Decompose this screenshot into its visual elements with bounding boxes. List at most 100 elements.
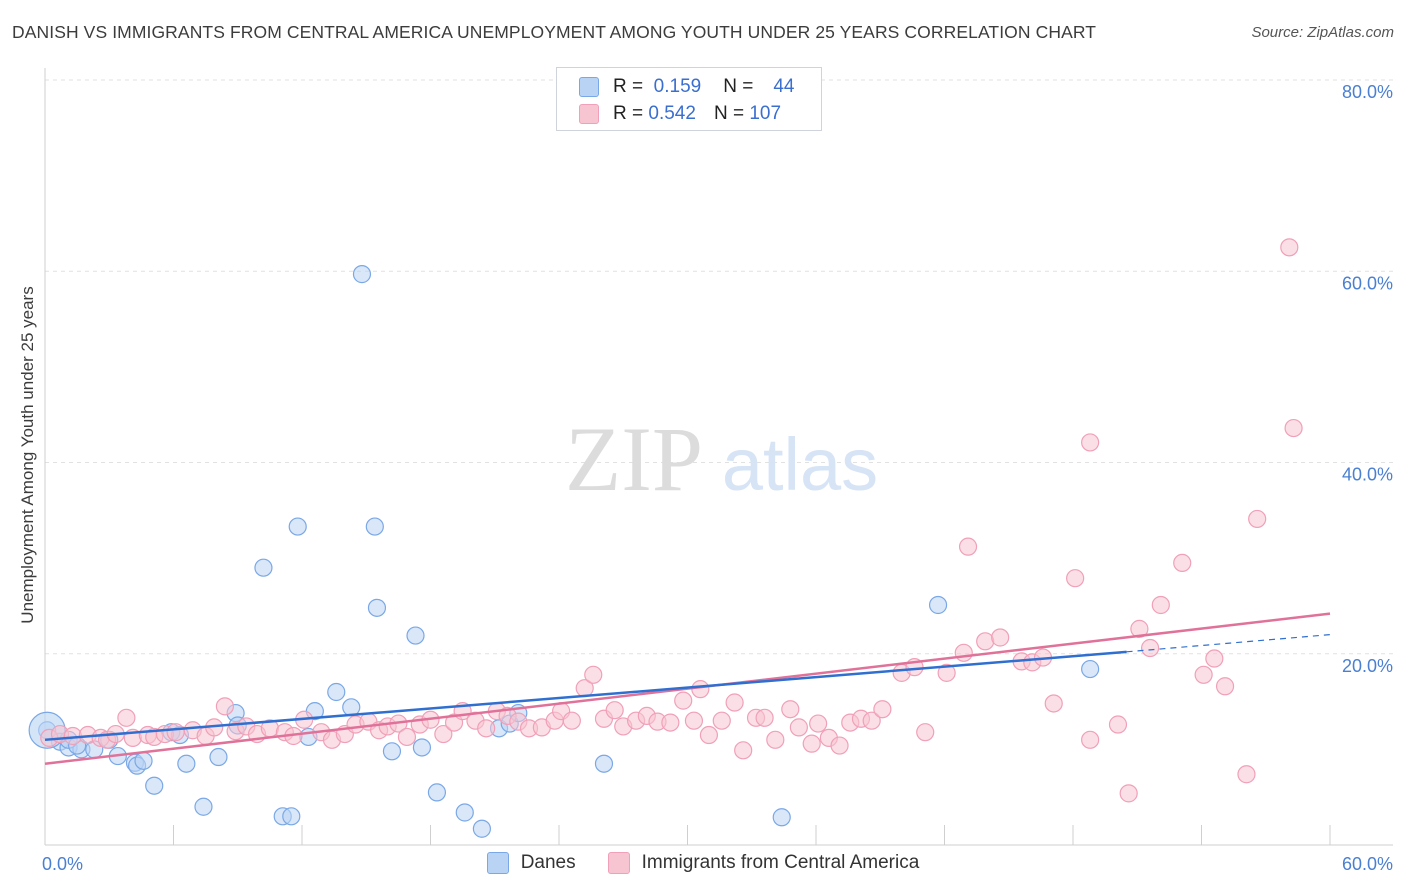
legend-r-value: 0.159 xyxy=(653,76,702,97)
data-point xyxy=(434,724,453,744)
data-point xyxy=(288,517,307,536)
data-point xyxy=(674,691,693,710)
data-point xyxy=(367,598,387,617)
data-point xyxy=(958,537,978,556)
data-point xyxy=(1044,694,1063,713)
data-point xyxy=(406,626,425,645)
trend-line-danes-extension xyxy=(1126,634,1331,653)
bottom-legend-label: Danes xyxy=(520,852,576,873)
data-point xyxy=(1081,433,1100,452)
data-point xyxy=(352,265,372,284)
data-point xyxy=(382,742,402,761)
watermark: ZIP atlas xyxy=(565,408,878,510)
data-point xyxy=(209,747,228,767)
legend-box: R = 0.159 N = 44 R = 0.542 N = 107 xyxy=(556,67,822,131)
watermark-atlas: atlas xyxy=(722,423,878,506)
trend-lines xyxy=(44,612,1331,765)
grid-lines xyxy=(45,79,1393,655)
data-point xyxy=(691,680,710,699)
data-point xyxy=(1248,509,1267,529)
data-point xyxy=(1173,553,1192,573)
data-point xyxy=(830,736,849,755)
data-point xyxy=(928,595,948,615)
data-point xyxy=(584,665,603,684)
data-point xyxy=(412,738,432,757)
x-tick-label: 0.0% xyxy=(42,854,83,874)
data-point xyxy=(1194,665,1213,684)
data-point xyxy=(472,819,491,838)
data-point xyxy=(1081,659,1100,679)
data-point xyxy=(1237,765,1256,784)
legend-n-label: N = xyxy=(713,103,745,124)
y-tick-label: 80.0% xyxy=(1342,82,1393,102)
data-point xyxy=(802,734,821,753)
data-point xyxy=(991,628,1010,647)
data-point xyxy=(177,754,196,773)
data-point xyxy=(1130,619,1149,638)
data-point xyxy=(755,708,774,727)
legend-row-danes: R = 0.159 N = 44 xyxy=(579,75,804,99)
chart-title: DANISH VS IMMIGRANTS FROM CENTRAL AMERIC… xyxy=(12,22,1097,42)
series-danes xyxy=(28,265,1100,838)
data-point xyxy=(1280,238,1299,257)
data-point xyxy=(1151,595,1170,615)
data-point xyxy=(397,727,417,747)
data-point xyxy=(712,711,731,730)
data-point xyxy=(365,517,384,536)
x-tick-label: 60.0% xyxy=(1342,854,1393,874)
data-point xyxy=(166,723,185,742)
data-point xyxy=(605,701,624,720)
data-point xyxy=(327,682,346,702)
bottom-legend-danes: Danes xyxy=(486,852,576,874)
data-point xyxy=(734,741,753,760)
data-point xyxy=(1284,418,1303,438)
data-point xyxy=(1066,569,1085,588)
data-point xyxy=(282,807,301,826)
data-point xyxy=(1081,730,1100,749)
data-point xyxy=(699,725,719,745)
watermark-zip: ZIP xyxy=(565,408,703,510)
data-point xyxy=(916,723,935,742)
data-point xyxy=(976,632,995,651)
bottom-legend-swatch-danes xyxy=(486,852,509,874)
data-point xyxy=(725,693,744,712)
legend-swatch-immigrants xyxy=(579,104,599,124)
data-point xyxy=(1108,715,1128,734)
y-tick-label: 60.0% xyxy=(1342,273,1393,293)
y-tick-label: 40.0% xyxy=(1342,465,1393,485)
data-point xyxy=(772,808,791,827)
legend-n-label: N = xyxy=(723,76,754,97)
source-label: Source: ZipAtlas.com xyxy=(1251,24,1394,41)
data-point xyxy=(215,697,234,716)
data-point xyxy=(862,711,881,730)
y-tick-label: 20.0% xyxy=(1342,656,1393,676)
legend-row-immigrants: R = 0.542 N = 107 xyxy=(579,102,781,126)
data-point xyxy=(684,711,704,730)
data-point xyxy=(117,708,136,727)
data-point xyxy=(194,797,213,816)
axes xyxy=(44,68,1393,846)
legend-n-value: 44 xyxy=(773,76,795,97)
data-point xyxy=(145,776,164,795)
data-point xyxy=(562,711,581,730)
data-point xyxy=(954,643,973,662)
data-point xyxy=(766,730,785,749)
bottom-legend: Danes Immigrants from Central America xyxy=(0,852,1406,874)
data-point xyxy=(1205,649,1224,668)
bottom-legend-label: Immigrants from Central America xyxy=(641,852,920,873)
trend-line-danes xyxy=(44,650,1127,742)
data-point xyxy=(254,558,273,577)
legend-r-label: R = xyxy=(613,76,644,97)
data-point xyxy=(1119,784,1138,803)
data-point xyxy=(937,663,956,682)
data-point xyxy=(427,783,447,802)
data-point xyxy=(455,803,474,822)
data-point xyxy=(1140,638,1160,658)
data-point xyxy=(594,754,614,773)
data-point xyxy=(1215,677,1235,696)
data-point xyxy=(809,714,828,733)
legend-n-value: 107 xyxy=(749,103,782,124)
legend-r-label: R = xyxy=(613,103,644,124)
data-point xyxy=(134,751,153,770)
